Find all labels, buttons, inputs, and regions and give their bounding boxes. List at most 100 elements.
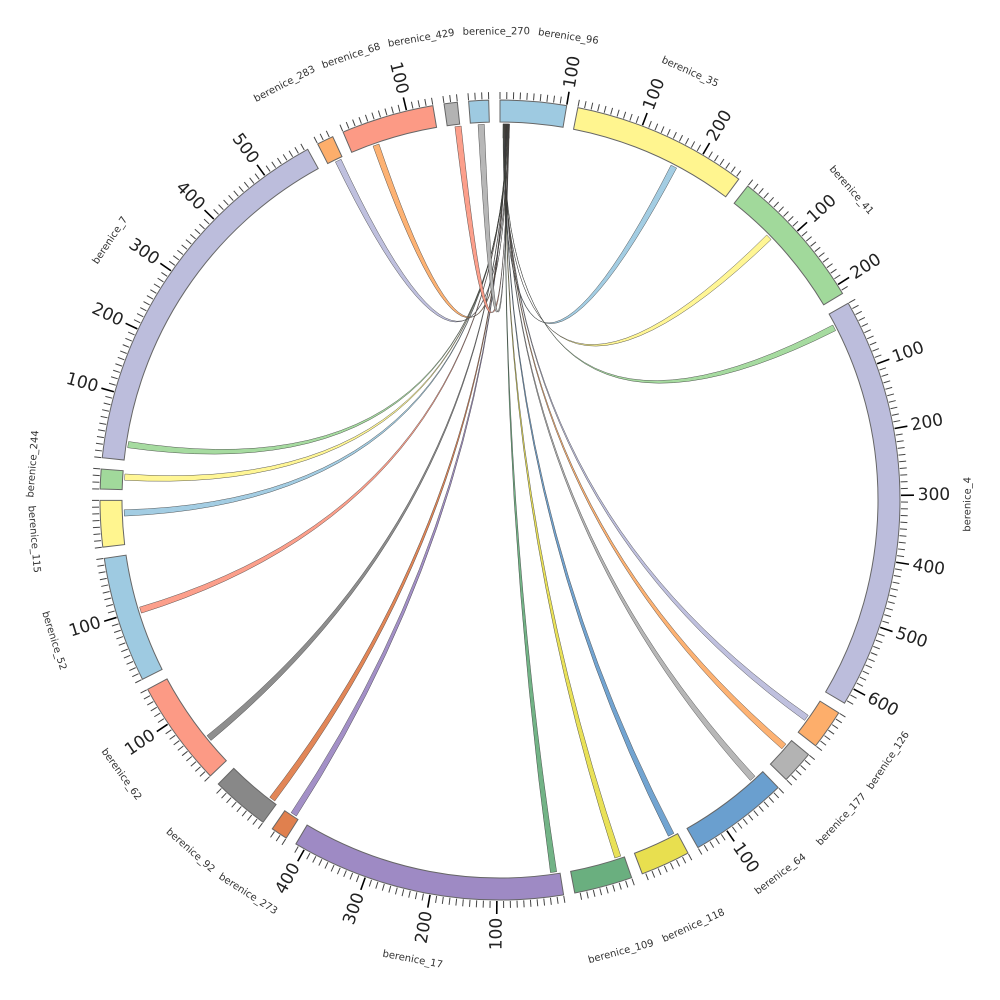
minor-tick — [684, 137, 690, 145]
minor-tick — [233, 190, 239, 197]
minor-tick — [113, 629, 121, 633]
minor-tick — [786, 779, 793, 786]
minor-tick — [592, 889, 596, 897]
minor-tick — [855, 310, 862, 315]
minor-tick — [896, 440, 904, 443]
minor-tick — [874, 354, 882, 358]
minor-tick — [737, 822, 743, 829]
minor-tick — [257, 822, 263, 830]
chord-to-berenice_177 — [504, 123, 787, 750]
minor-tick — [194, 228, 201, 235]
segment-berenice_52 — [103, 554, 163, 680]
minor-tick — [410, 101, 414, 109]
minor-tick — [886, 607, 894, 611]
segment-berenice_68 — [342, 105, 438, 153]
minor-tick — [226, 797, 232, 804]
minor-tick — [294, 147, 299, 154]
minor-tick — [185, 239, 192, 245]
minor-tick — [899, 467, 907, 469]
minor-tick — [97, 564, 105, 567]
minor-tick — [294, 846, 299, 853]
tick-label: 400 — [172, 177, 209, 214]
minor-tick — [190, 761, 197, 767]
minor-tick — [848, 298, 856, 304]
minor-tick — [897, 548, 906, 551]
minor-tick — [725, 162, 731, 169]
minor-tick — [165, 729, 172, 735]
minor-tick — [801, 231, 808, 237]
minor-tick — [467, 93, 470, 101]
minor-tick — [898, 453, 906, 456]
minor-tick — [730, 166, 736, 173]
major-tick — [125, 322, 138, 330]
minor-tick — [99, 422, 107, 425]
tick-label: 300 — [918, 485, 951, 505]
minor-tick — [773, 792, 780, 799]
tick-label: 100 — [639, 76, 669, 113]
minor-tick — [102, 409, 110, 412]
minor-tick — [814, 246, 821, 252]
minor-tick — [731, 826, 737, 833]
minor-tick — [325, 130, 330, 138]
minor-tick — [147, 701, 154, 706]
minor-tick — [816, 745, 823, 752]
minor-tick — [456, 94, 458, 102]
tick-label: 200 — [412, 910, 437, 945]
minor-tick — [810, 241, 817, 247]
major-tick — [159, 262, 172, 272]
chord-to-berenice_115 — [123, 123, 508, 517]
minor-tick — [94, 546, 102, 549]
minor-tick — [408, 890, 411, 898]
minor-tick — [96, 558, 104, 561]
minor-tick — [120, 350, 127, 354]
major-tick — [203, 209, 215, 220]
minor-tick — [890, 588, 899, 591]
minor-tick — [371, 112, 375, 120]
minor-tick — [865, 664, 873, 669]
minor-tick — [381, 883, 385, 891]
minor-tick — [778, 787, 785, 794]
tick-label: 200 — [703, 107, 737, 145]
minor-tick — [223, 199, 229, 206]
segment-label: berenice_126 — [865, 730, 912, 792]
tick-label: 500 — [228, 130, 263, 168]
segment-label: berenice_17 — [382, 949, 444, 971]
minor-tick — [660, 126, 665, 134]
minor-tick — [682, 856, 687, 864]
segment-berenice_126 — [797, 700, 840, 747]
minor-tick — [792, 220, 799, 227]
minor-tick — [104, 597, 112, 601]
minor-tick — [169, 734, 176, 740]
minor-tick — [883, 380, 891, 384]
minor-tick — [856, 682, 864, 687]
minor-tick — [864, 329, 871, 334]
minor-tick — [442, 95, 445, 104]
minor-tick — [663, 865, 668, 873]
minor-tick — [648, 120, 652, 128]
major-tick — [156, 723, 169, 733]
minor-tick — [899, 460, 907, 463]
segment-label: berenice_92 — [164, 826, 217, 875]
segment-label: berenice_177 — [815, 791, 869, 848]
minor-tick — [839, 712, 846, 718]
minor-tick — [696, 144, 702, 152]
segment-label: berenice_109 — [587, 938, 655, 966]
minor-tick — [688, 853, 693, 861]
minor-tick — [153, 283, 161, 289]
chord-to-berenice_7 — [127, 123, 509, 455]
major-tick — [894, 425, 908, 430]
minor-tick — [553, 95, 556, 103]
minor-tick — [113, 369, 120, 373]
minor-tick — [888, 400, 896, 403]
minor-tick — [421, 893, 424, 901]
minor-tick — [111, 623, 119, 627]
minor-tick — [319, 133, 324, 141]
tick-label: 200 — [909, 410, 944, 435]
minor-tick — [221, 792, 227, 799]
minor-tick — [818, 252, 825, 258]
minor-tick — [676, 859, 681, 867]
minor-tick — [892, 581, 900, 584]
segment-label: berenice_115 — [25, 505, 42, 573]
minor-tick — [830, 268, 837, 274]
major-tick — [876, 358, 890, 365]
